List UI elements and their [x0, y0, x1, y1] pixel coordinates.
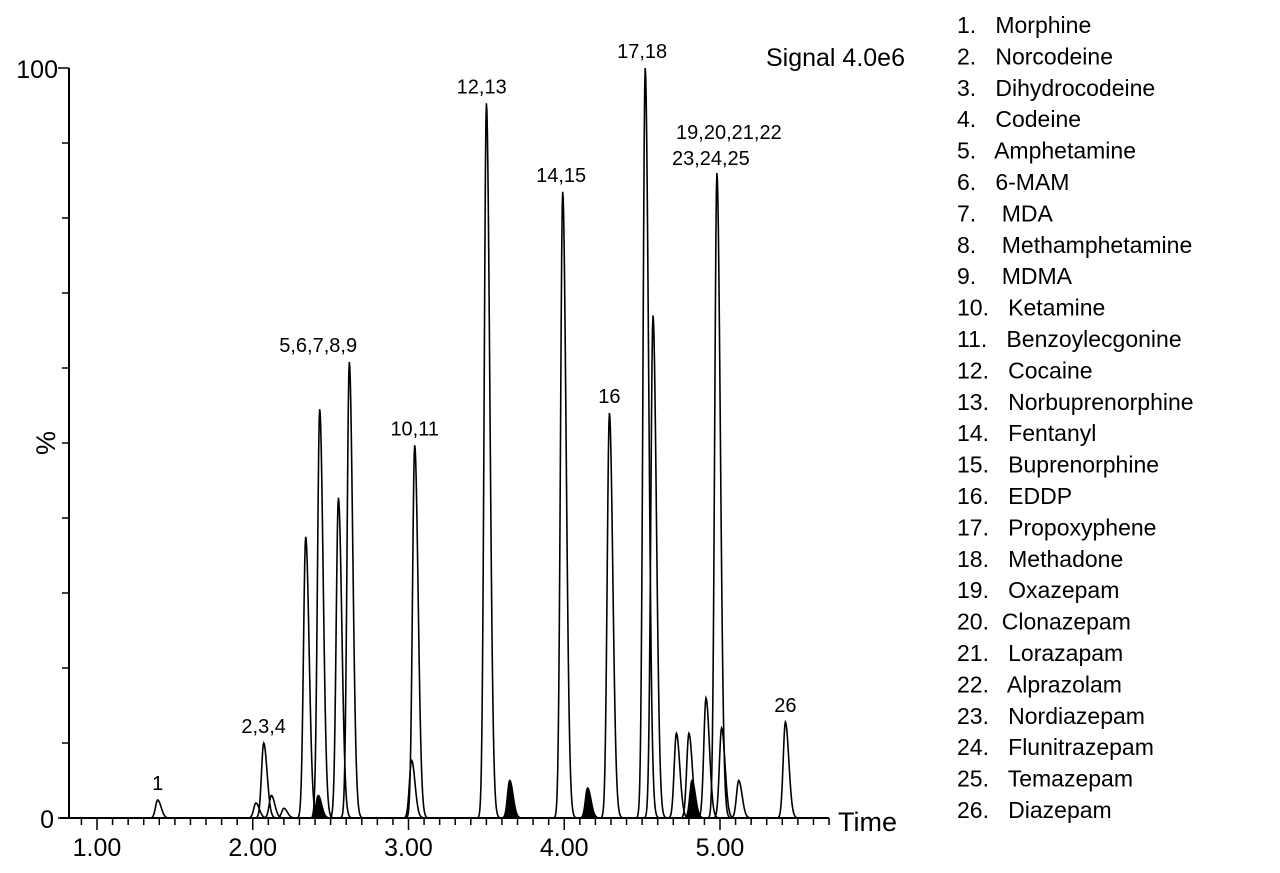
legend-item: 12. Cocaine [957, 357, 1093, 383]
legend-item: 5. Amphetamine [957, 138, 1136, 164]
peak [495, 779, 532, 819]
legend-item: 22. Alprazolam [957, 671, 1122, 697]
legend-item: 25. Temazepam [957, 766, 1133, 792]
peak [397, 758, 434, 819]
legend-item: 6. 6-MAM [957, 169, 1069, 195]
legend-item: 13. Norbuprenorphine [957, 389, 1194, 415]
x-axis-label: Time [838, 807, 897, 837]
peak-label: 10,11 [390, 418, 439, 440]
y-tick-label: 0 [40, 806, 54, 834]
peak-labels: 1 2,3,4 5,6,7,8,9 10,11 12,13 14,15 16 17,18 23,… [152, 41, 796, 795]
x-tick-label: 5.00 [696, 834, 745, 862]
peak [269, 807, 306, 819]
x-tick-label: 2.00 [228, 834, 277, 862]
legend-item: 15. Buprenorphine [957, 452, 1159, 478]
peak [639, 315, 675, 819]
peak-label: 5,6,7,8,9 [279, 335, 357, 357]
legend-item: 21. Lorazapam [957, 640, 1123, 666]
peak [724, 779, 761, 819]
peak [548, 191, 585, 819]
peak [771, 719, 808, 819]
peak-label: 1 [152, 773, 163, 795]
legend-item: 10. Ketamine [957, 295, 1105, 321]
legend-item: 19. Oxazepam [957, 577, 1119, 603]
legend-item: 3. Dihydrocodeine [957, 75, 1155, 101]
legend-item: 7. MDA [957, 200, 1054, 226]
peak-label: 23,24,25 [672, 148, 750, 170]
peak [335, 361, 372, 819]
legend-item: 2. Norcodeine [957, 43, 1113, 69]
legend-item: 16. EDDP [957, 483, 1072, 509]
legend-item: 20. Clonazepam [957, 609, 1131, 635]
legend-item: 9. MDMA [957, 263, 1073, 289]
peak [707, 725, 744, 819]
peak-label: 26 [774, 695, 796, 717]
peak-label: 16 [598, 386, 620, 408]
peak-traces [143, 67, 808, 819]
axes: 0 100 1.00 2.00 3.00 4.00 5.00 [16, 56, 830, 862]
peak [573, 786, 610, 819]
peak [472, 103, 509, 819]
peak-label: 17,18 [617, 41, 667, 63]
peak [291, 536, 328, 819]
peak [595, 412, 632, 819]
peak-label: 2,3,4 [241, 716, 285, 738]
x-tick-label: 3.00 [384, 834, 433, 862]
peak-label: 14,15 [536, 165, 586, 187]
x-tick-label: 4.00 [540, 834, 589, 862]
legend-item: 4. Codeine [957, 106, 1081, 132]
legend-item: 18. Methadone [957, 546, 1123, 572]
legend-item: 23. Nordiazepam [957, 703, 1145, 729]
legend-item: 26. Diazepam [957, 797, 1112, 823]
legend-item: 17. Propoxyphene [957, 514, 1156, 540]
legend-item: 1. Morphine [957, 12, 1091, 38]
peak-label: 12,13 [457, 76, 507, 98]
legend-item: 11. Benzoylecgonine [957, 326, 1182, 352]
peak [143, 799, 180, 819]
compound-legend: 1. Morphine 2. Norcodeine 3. Dihydrocodein… [957, 12, 1194, 823]
peak [257, 794, 294, 819]
peak [631, 67, 668, 819]
peak [304, 794, 341, 819]
peak-label: 19,20,21,22 [676, 122, 782, 144]
signal-label: Signal 4.0e6 [766, 44, 905, 72]
peak [249, 741, 286, 819]
peak [324, 497, 361, 819]
y-axis-label: % [31, 431, 61, 455]
legend-item: 24. Flunitrazepam [957, 734, 1154, 760]
x-tick-label: 1.00 [73, 834, 122, 862]
legend-item: 14. Fentanyl [957, 420, 1096, 446]
y-tick-label: 100 [16, 56, 58, 84]
peak [400, 445, 437, 819]
legend-item: 8. Methamphetamine [957, 232, 1192, 258]
peak [692, 694, 728, 819]
